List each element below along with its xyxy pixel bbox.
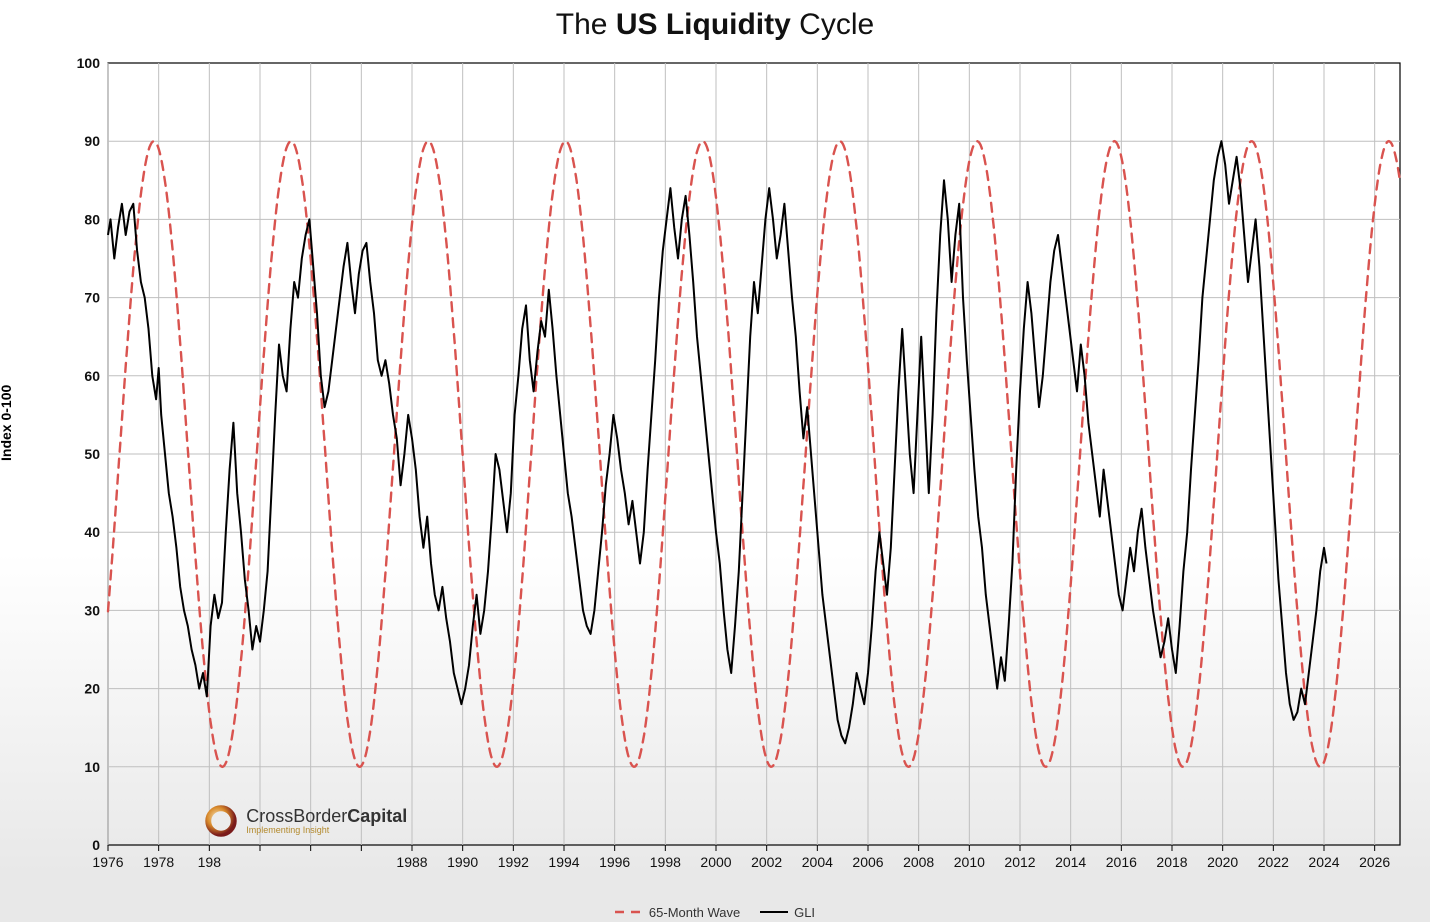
legend-label-wave: 65-Month Wave xyxy=(649,905,740,920)
svg-text:2008: 2008 xyxy=(903,854,934,870)
title-prefix: The xyxy=(556,8,616,41)
chart-page: The US Liquidity Cycle Index 0-100 0 10 20… xyxy=(0,0,1430,922)
svg-text:2024: 2024 xyxy=(1308,854,1339,870)
legend-swatch-wave xyxy=(615,907,643,917)
title-suffix: Cycle xyxy=(791,8,874,41)
svg-text:50: 50 xyxy=(84,446,100,462)
svg-text:2018: 2018 xyxy=(1156,854,1187,870)
svg-text:2022: 2022 xyxy=(1258,854,1289,870)
svg-text:2014: 2014 xyxy=(1055,854,1086,870)
chart-title: The US Liquidity Cycle xyxy=(0,8,1430,42)
svg-text:2004: 2004 xyxy=(802,854,833,870)
brand-ring-icon xyxy=(204,804,238,838)
svg-text:90: 90 xyxy=(84,133,100,149)
brand-name-1: CrossBorder xyxy=(246,806,347,826)
svg-text:80: 80 xyxy=(84,211,100,227)
legend-item-wave: 65-Month Wave xyxy=(615,905,740,920)
chart-svg: 0 10 20 30 40 50 60 70 80 90 100 1976 1978 198 1988 199… xyxy=(60,55,1410,885)
svg-text:70: 70 xyxy=(84,290,100,306)
svg-text:1990: 1990 xyxy=(447,854,478,870)
svg-text:100: 100 xyxy=(77,55,101,71)
svg-text:198: 198 xyxy=(198,854,222,870)
svg-text:20: 20 xyxy=(84,681,100,697)
svg-text:1976: 1976 xyxy=(92,854,123,870)
svg-text:2002: 2002 xyxy=(751,854,782,870)
svg-text:2016: 2016 xyxy=(1106,854,1137,870)
svg-text:30: 30 xyxy=(84,602,100,618)
title-bold: US Liquidity xyxy=(616,8,791,41)
svg-text:1996: 1996 xyxy=(599,854,630,870)
svg-text:1998: 1998 xyxy=(650,854,681,870)
svg-text:1994: 1994 xyxy=(548,854,579,870)
brand-text: CrossBorderCapital Implementing Insight xyxy=(246,806,407,835)
svg-text:1978: 1978 xyxy=(143,854,174,870)
plot-area: 0 10 20 30 40 50 60 70 80 90 100 1976 1978 198 1988 199… xyxy=(60,55,1410,885)
svg-text:40: 40 xyxy=(84,524,100,540)
legend-label-gli: GLI xyxy=(794,905,815,920)
svg-text:2026: 2026 xyxy=(1359,854,1390,870)
brand-tagline: Implementing Insight xyxy=(246,825,407,835)
svg-text:2010: 2010 xyxy=(954,854,985,870)
svg-text:1988: 1988 xyxy=(396,854,427,870)
brand-logo: CrossBorderCapital Implementing Insight xyxy=(204,804,407,838)
brand-name-2: Capital xyxy=(347,806,407,826)
svg-text:10: 10 xyxy=(84,759,100,775)
legend: 65-Month Wave GLI xyxy=(0,904,1430,920)
svg-text:2012: 2012 xyxy=(1004,854,1035,870)
y-axis-label: Index 0-100 xyxy=(0,385,14,461)
svg-text:2006: 2006 xyxy=(852,854,883,870)
svg-text:0: 0 xyxy=(92,837,100,853)
svg-text:1992: 1992 xyxy=(498,854,529,870)
svg-text:60: 60 xyxy=(84,368,100,384)
legend-item-gli: GLI xyxy=(760,905,815,920)
svg-text:2000: 2000 xyxy=(700,854,731,870)
legend-swatch-gli xyxy=(760,907,788,917)
svg-text:2020: 2020 xyxy=(1207,854,1238,870)
